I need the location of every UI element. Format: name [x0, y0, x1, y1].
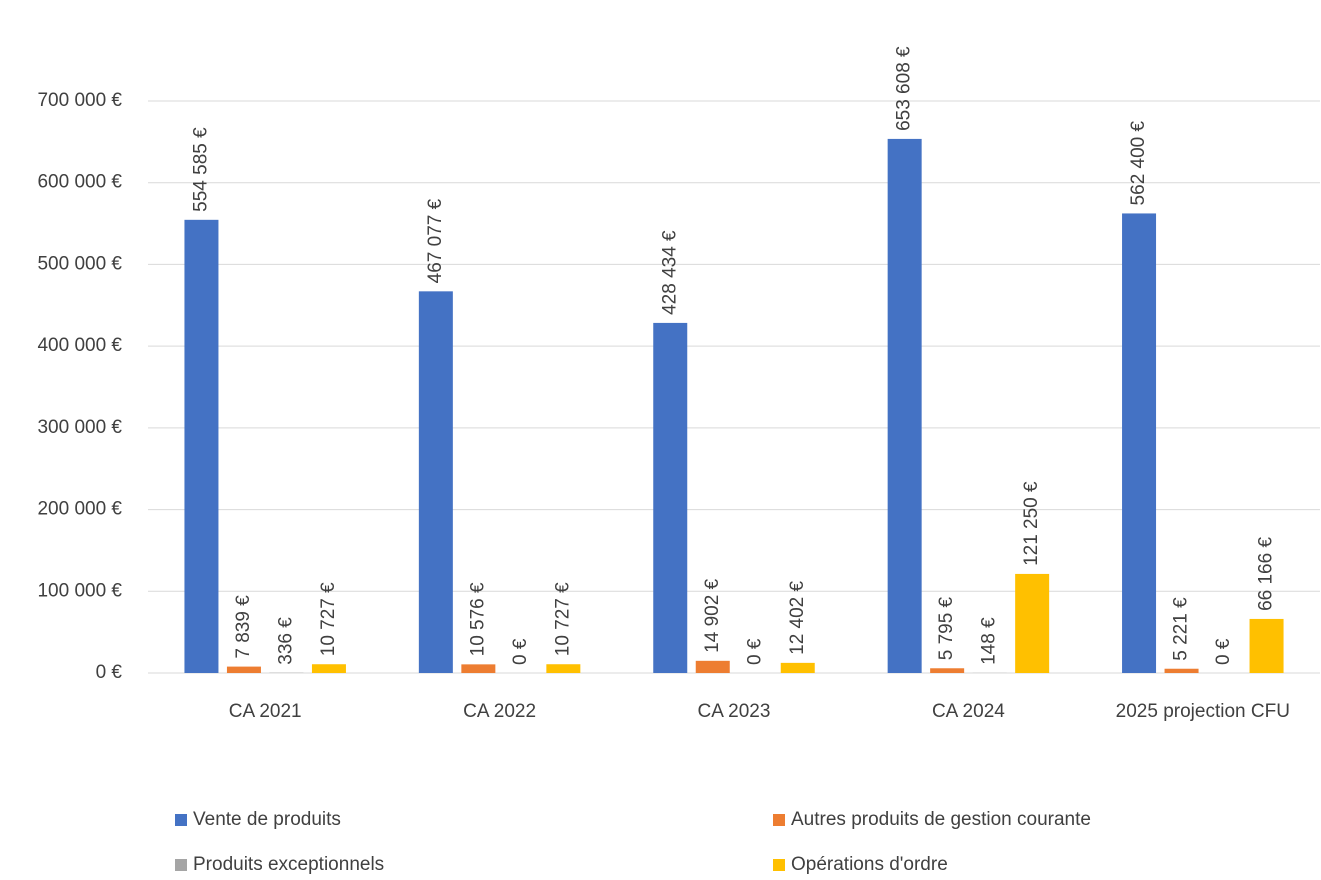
data-label: 5 795 € — [936, 596, 957, 660]
y-tick-label: 200 000 € — [37, 499, 122, 520]
x-tick-label: CA 2023 — [698, 701, 771, 722]
data-label: 66 166 € — [1256, 537, 1277, 611]
bar — [1164, 668, 1199, 673]
data-label: 10 727 € — [552, 582, 573, 656]
y-tick-label: 700 000 € — [37, 90, 122, 111]
x-tick-label: 2025 projection CFU — [1116, 701, 1290, 722]
data-label: 14 902 € — [702, 578, 723, 652]
y-tick-label: 400 000 € — [37, 335, 122, 356]
data-label: 10 576 € — [467, 582, 488, 656]
bar — [311, 664, 346, 673]
bar — [184, 219, 219, 673]
data-label: 0 € — [744, 638, 765, 665]
bar — [653, 322, 688, 673]
bar — [1015, 573, 1050, 673]
data-label: 7 839 € — [233, 595, 254, 659]
data-label: 0 € — [1213, 638, 1234, 665]
data-label: 653 608 € — [894, 46, 915, 131]
bar — [1122, 213, 1157, 674]
bar — [461, 664, 496, 673]
data-label: 336 € — [275, 617, 296, 665]
bar — [1249, 618, 1284, 673]
bar — [695, 660, 730, 673]
data-label: 428 434 € — [659, 230, 680, 315]
data-label: 0 € — [510, 638, 531, 665]
legend-label: Autres produits de gestion courante — [791, 809, 1091, 830]
data-label: 121 250 € — [1021, 481, 1042, 566]
bar — [418, 291, 453, 673]
bar — [930, 668, 965, 673]
x-tick-label: CA 2024 — [932, 701, 1005, 722]
y-tick-label: 0 € — [96, 662, 123, 683]
data-label: 467 077 € — [425, 198, 446, 283]
x-tick-label: CA 2021 — [229, 701, 302, 722]
legend-swatch — [175, 859, 187, 871]
data-label: 562 400 € — [1128, 120, 1149, 205]
y-tick-label: 600 000 € — [37, 172, 122, 193]
y-tick-label: 100 000 € — [37, 580, 122, 601]
legend-swatch — [773, 859, 785, 871]
legend-label: Vente de produits — [193, 809, 341, 830]
data-label: 12 402 € — [787, 580, 808, 654]
y-tick-label: 300 000 € — [37, 417, 122, 438]
bar — [546, 664, 581, 673]
legend-label: Produits exceptionnels — [193, 854, 384, 875]
bar — [226, 666, 261, 673]
x-tick-label: CA 2022 — [463, 701, 536, 722]
data-label: 5 221 € — [1171, 597, 1192, 661]
bar — [887, 138, 922, 674]
data-label: 148 € — [979, 617, 1000, 665]
data-label: 554 585 € — [190, 127, 211, 212]
legend-label: Opérations d'ordre — [791, 854, 948, 875]
y-tick-label: 500 000 € — [37, 253, 122, 274]
legend-swatch — [175, 814, 187, 826]
data-label: 10 727 € — [318, 582, 339, 656]
bar — [780, 662, 815, 673]
legend-swatch — [773, 814, 785, 826]
